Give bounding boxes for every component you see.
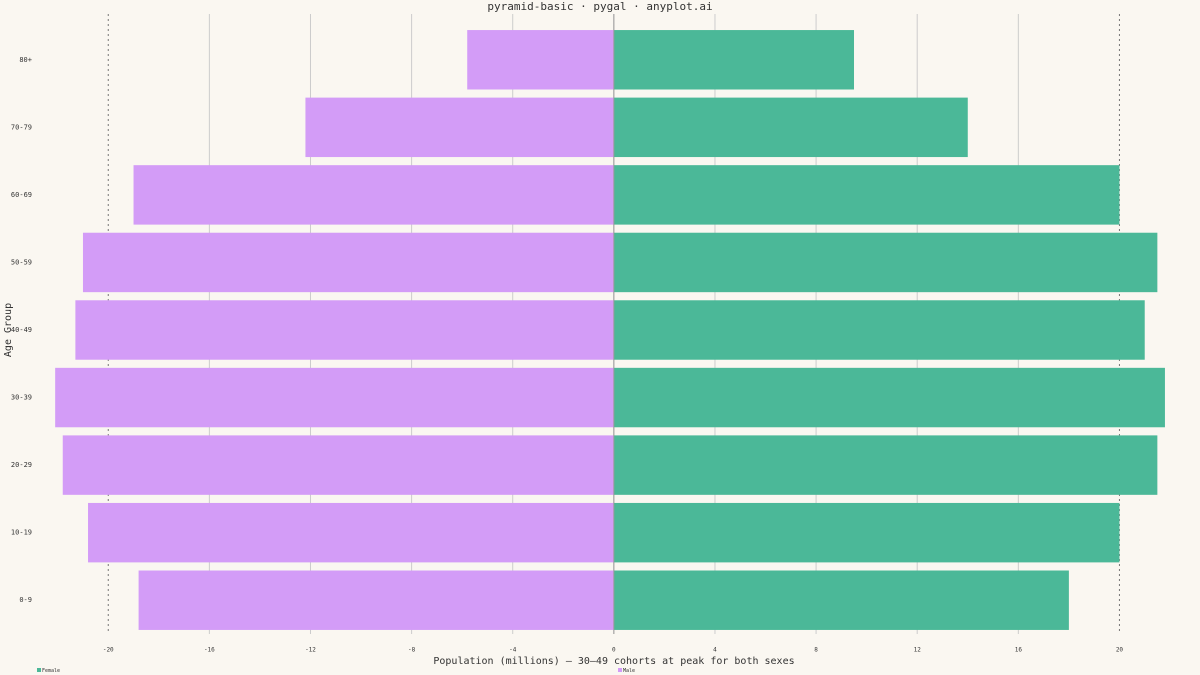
y-tick-label: 40-49 bbox=[11, 326, 32, 334]
y-tick-label: 10-19 bbox=[11, 529, 32, 537]
x-tick-label: 20 bbox=[1116, 647, 1124, 654]
bar bbox=[138, 570, 614, 630]
x-tick-label: -12 bbox=[305, 647, 316, 654]
x-tick-label: -16 bbox=[204, 647, 215, 654]
y-tick-label: 20-29 bbox=[11, 461, 32, 469]
bar bbox=[613, 232, 1158, 293]
legend-label: Female bbox=[42, 668, 60, 674]
legend-marker bbox=[618, 668, 622, 672]
x-tick-label: 8 bbox=[814, 647, 818, 654]
bar bbox=[613, 502, 1120, 563]
bar bbox=[613, 367, 1165, 428]
bar bbox=[55, 367, 614, 428]
y-tick-label: 80+ bbox=[19, 56, 32, 64]
bar bbox=[88, 502, 614, 563]
y-tick-label: 70-79 bbox=[11, 123, 32, 131]
y-tick-label: 0-9 bbox=[19, 596, 32, 604]
bar bbox=[133, 165, 614, 225]
legend-marker bbox=[37, 668, 41, 672]
legend-label: Male bbox=[623, 668, 635, 674]
y-tick-label: 30-39 bbox=[11, 394, 32, 402]
y-tick-label: 50-59 bbox=[11, 258, 32, 266]
chart-title: pyramid-basic · pygal · anyplot.ai bbox=[487, 0, 712, 13]
bar bbox=[467, 30, 614, 90]
bar bbox=[613, 300, 1145, 360]
x-tick-label: 0 bbox=[612, 647, 616, 654]
bar bbox=[613, 165, 1120, 225]
bar bbox=[613, 435, 1158, 495]
bar bbox=[305, 97, 614, 158]
y-tick-label: 60-69 bbox=[11, 191, 32, 199]
bar bbox=[82, 232, 614, 293]
x-axis-label: Population (millions) — 30–49 cohorts at… bbox=[433, 656, 794, 667]
y-axis-label: Age Group bbox=[3, 303, 14, 357]
bar bbox=[62, 435, 614, 495]
bar bbox=[613, 97, 968, 158]
x-tick-label: -20 bbox=[103, 647, 114, 654]
bar bbox=[613, 570, 1069, 630]
bar bbox=[75, 300, 614, 360]
x-tick-label: -4 bbox=[509, 647, 517, 654]
x-tick-label: -8 bbox=[408, 647, 416, 654]
x-tick-label: 12 bbox=[914, 647, 922, 654]
x-tick-label: 16 bbox=[1015, 647, 1023, 654]
x-tick-label: 4 bbox=[713, 647, 717, 654]
bar bbox=[613, 30, 855, 90]
